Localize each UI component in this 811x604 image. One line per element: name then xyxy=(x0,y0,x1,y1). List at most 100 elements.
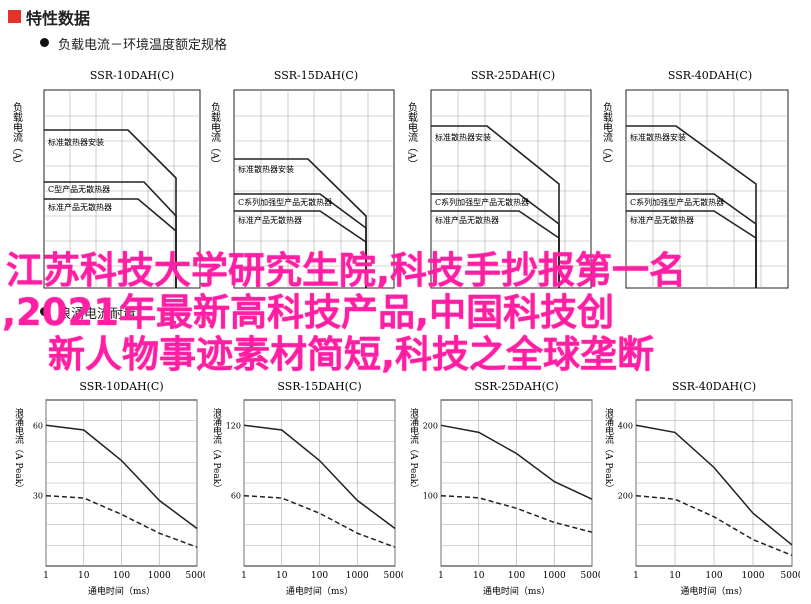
x-tick-label: 5000 xyxy=(384,571,403,581)
chart-title: SSR-25DAH(C) xyxy=(471,69,555,82)
series-dashed-line xyxy=(243,494,396,548)
annotation: 标准产品无散热器 xyxy=(435,215,499,225)
x-tick-label: 10 xyxy=(78,571,90,581)
x-axis-label: 通电时间（ms） xyxy=(483,585,550,597)
x-tick-label: 1 xyxy=(633,571,639,581)
y-axis-label: 浪涌电流（A Peak） xyxy=(408,407,419,493)
grid xyxy=(44,90,200,288)
y-tick-label: 200 xyxy=(618,492,633,501)
x-tick-label: 1000 xyxy=(742,571,765,581)
x-tick-label: 100 xyxy=(508,571,525,581)
annotation: 标准散热器安装 xyxy=(238,164,294,174)
series-dashed-line xyxy=(45,494,198,548)
y-axis-label: 负载电流（A） xyxy=(209,101,221,169)
chart-title: SSR-40DAH(C) xyxy=(672,380,756,393)
annotation: C型产品无散热器 xyxy=(48,184,110,194)
surge-chart-svg: SSR-10DAH(C) 浪涌电流（A Peak） 1 10 100 1000 5000 60… xyxy=(13,380,209,597)
x-tick-label: 1000 xyxy=(346,571,369,581)
section2-subtitle: 浪涌电流耐量 xyxy=(58,307,137,322)
surge-chart-svg: SSR-40DAH(C) 浪涌电流（A Peak） 1 10 100 1000 5000 40… xyxy=(603,380,804,597)
x-tick-label: 1 xyxy=(241,571,247,581)
annotation: 标准散热器安装 xyxy=(435,132,491,142)
x-axis-label: 通电时间（ms） xyxy=(286,585,353,597)
annotation: 标准产品无散热器 xyxy=(238,215,302,225)
annotation: 标准产品无散热器 xyxy=(48,202,112,212)
y-tick-label: 120 xyxy=(226,421,241,430)
grid xyxy=(234,90,394,288)
chart-title: SSR-10DAH(C) xyxy=(90,69,174,82)
y-axis-label: 负载电流（A） xyxy=(11,101,23,169)
y-tick-label: 60 xyxy=(33,421,43,430)
series-standard xyxy=(234,210,367,288)
page-title: 特性数据 xyxy=(26,9,91,28)
annotation: C系列加强型产品无散热器 xyxy=(435,197,529,207)
y-axis-label: 负载电流（A） xyxy=(406,101,418,169)
derating-chart-svg: SSR-40DAH(C) 负载电流（A） 标准散热器安装 C系列加强型产品无散热… xyxy=(601,69,789,289)
x-tick-label: 100 xyxy=(311,571,328,581)
surge-chart-svg: SSR-25DAH(C) 浪涌电流（A Peak） 1 10 100 1000 5000 20… xyxy=(408,380,604,597)
derating-chart-svg: SSR-25DAH(C) 负载电流（A） 标准散热器安装 C系列加强型产品无散热… xyxy=(406,69,592,289)
derating-chart-1: SSR-10DAH(C) 负载电流（A） 标准散热器安装 C型产品无散热器 标准… xyxy=(10,66,205,300)
derating-chart-3: SSR-25DAH(C) 负载电流（A） 标准散热器安装 C系列加强型产品无散热… xyxy=(405,66,600,300)
chart-title: SSR-10DAH(C) xyxy=(79,380,163,393)
y-axis-label: 浪涌电流（A Peak） xyxy=(603,407,614,493)
section-marker-icon xyxy=(8,10,21,23)
series-solid-line xyxy=(635,424,793,546)
grid xyxy=(626,90,788,288)
annotation: 标准产品无散热器 xyxy=(630,215,694,225)
annotation: C系列加强型产品无散热器 xyxy=(238,197,332,207)
x-tick-label: 100 xyxy=(705,571,722,581)
grid xyxy=(431,90,591,288)
series-heatsink xyxy=(626,125,757,288)
series-solid-line xyxy=(440,424,593,500)
y-tick-label: 60 xyxy=(231,492,241,501)
y-tick-label: 30 xyxy=(33,492,43,501)
y-axis-label: 负载电流（A） xyxy=(601,101,613,169)
y-tick-label: 200 xyxy=(423,421,438,430)
x-tick-label: 5000 xyxy=(581,571,600,581)
overlay-line-3: 新人物事迹素材简短,科技之全球垄断 xyxy=(48,333,655,376)
y-tick-label: 100 xyxy=(423,492,438,501)
section1-subtitle: 负载电流－环境温度额定规格 xyxy=(58,38,228,53)
derating-chart-svg: SSR-15DAH(C) 负载电流（A） 标准散热器安装 C系列加强型产品无散热… xyxy=(209,69,395,289)
annotation: C系列加强型产品无散热器 xyxy=(630,197,724,207)
surge-chart-svg: SSR-15DAH(C) 浪涌电流（A Peak） 1 10 100 1000 5000 12… xyxy=(211,380,407,597)
x-tick-label: 10 xyxy=(276,571,288,581)
x-tick-label: 1000 xyxy=(543,571,566,581)
surge-chart-4: SSR-40DAH(C) 浪涌电流（A Peak） 1 10 100 1000 5000 40… xyxy=(600,378,804,604)
x-tick-label: 1000 xyxy=(148,571,171,581)
x-tick-label: 5000 xyxy=(781,571,800,581)
series-solid-line xyxy=(243,424,396,530)
derating-chart-svg: SSR-10DAH(C) 负载电流（A） 标准散热器安装 C型产品无散热器 标准… xyxy=(11,69,201,289)
x-axis-label: 通电时间（ms） xyxy=(88,585,155,597)
x-tick-label: 10 xyxy=(669,571,681,581)
chart-title: SSR-25DAH(C) xyxy=(474,380,558,393)
series-c-type xyxy=(44,181,177,288)
x-tick-label: 1 xyxy=(438,571,444,581)
bullet-icon xyxy=(40,38,49,47)
derating-chart-4: SSR-40DAH(C) 负载电流（A） 标准散热器安装 C系列加强型产品无散热… xyxy=(600,66,800,300)
series-standard xyxy=(626,210,757,288)
x-tick-label: 10 xyxy=(473,571,485,581)
derating-chart-2: SSR-15DAH(C) 负载电流（A） 标准散热器安装 C系列加强型产品无散热… xyxy=(208,66,403,300)
series-dashed-line xyxy=(635,494,793,557)
bullet-icon xyxy=(40,307,49,316)
surge-chart-3: SSR-25DAH(C) 浪涌电流（A Peak） 1 10 100 1000 5000 20… xyxy=(405,378,604,604)
annotation: 标准散热器安装 xyxy=(630,132,686,142)
series-solid-line xyxy=(45,424,198,530)
chart-title: SSR-15DAH(C) xyxy=(274,69,358,82)
x-tick-label: 100 xyxy=(113,571,130,581)
y-axis-label: 浪涌电流（A Peak） xyxy=(13,407,24,493)
y-axis-label: 浪涌电流（A Peak） xyxy=(211,407,222,493)
series-heatsink xyxy=(431,125,560,288)
y-tick-label: 400 xyxy=(618,421,633,430)
x-axis-label: 通电时间（ms） xyxy=(680,585,747,597)
series-standard xyxy=(431,210,560,288)
x-tick-label: 5000 xyxy=(186,571,205,581)
series-standard xyxy=(44,198,177,288)
annotation: 标准散热器安装 xyxy=(48,137,104,147)
chart-title: SSR-40DAH(C) xyxy=(668,69,752,82)
series-dashed-line xyxy=(440,494,593,533)
chart-title: SSR-15DAH(C) xyxy=(277,380,361,393)
x-tick-label: 1 xyxy=(43,571,49,581)
